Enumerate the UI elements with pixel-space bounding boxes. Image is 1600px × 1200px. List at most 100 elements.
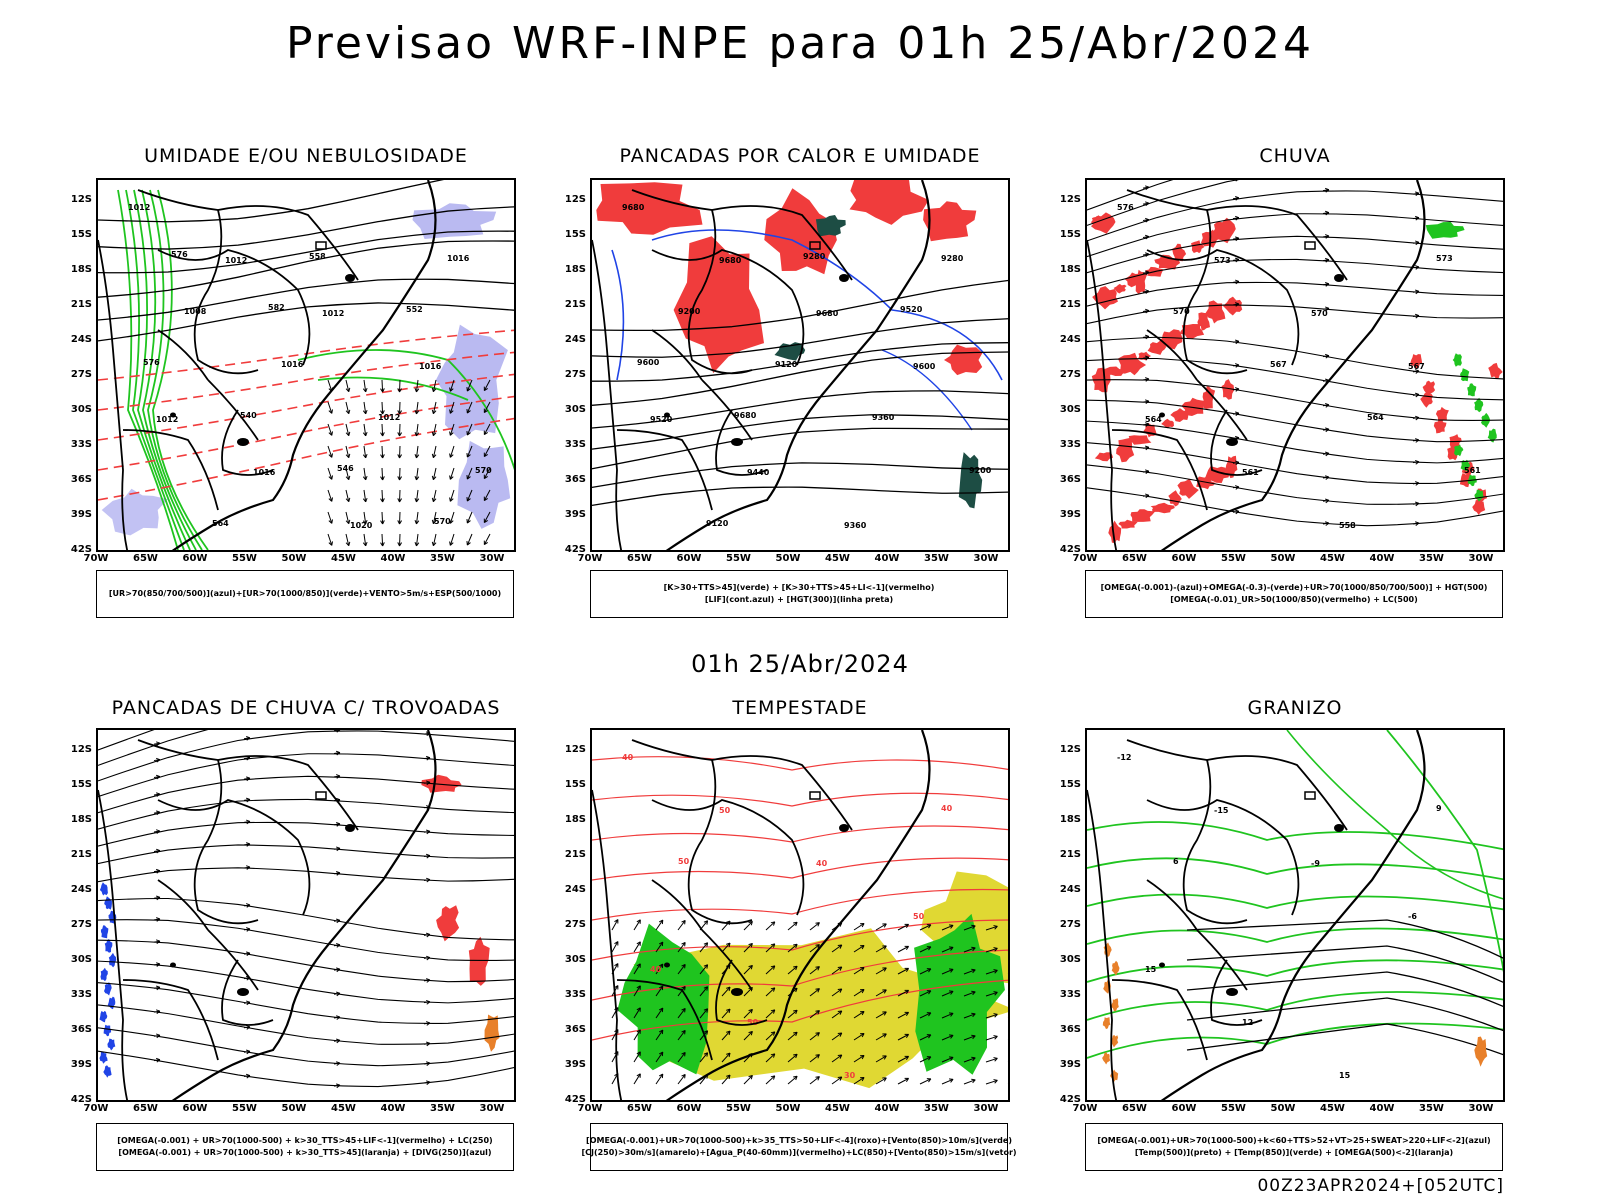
- legend-line: [OMEGA(-0.001) + UR>70(1000-500) + k>30_…: [118, 1148, 492, 1157]
- coastline: [171, 730, 437, 1100]
- wind-vector: [831, 1032, 843, 1041]
- y-tick-label: 33S: [70, 989, 92, 1000]
- wind-vector: [153, 757, 161, 763]
- y-tick-label: 27S: [564, 919, 586, 930]
- rain-green-area: [1474, 397, 1484, 413]
- x-tick-label: 40W: [874, 553, 900, 564]
- y-tick-label: 42S: [564, 544, 586, 555]
- wind-vector: [423, 1080, 431, 1085]
- lagoon-mark: [731, 988, 743, 996]
- wind-vector: [743, 1030, 753, 1041]
- wind-vector: [1007, 995, 1008, 996]
- omega-orange-area: [1110, 1035, 1119, 1048]
- thickness-dashed-line: [98, 329, 514, 381]
- contour-line: [98, 230, 514, 274]
- wind-vector: [1232, 485, 1240, 490]
- contour-label: 9600: [637, 358, 660, 367]
- wind-vector: [1322, 403, 1330, 408]
- wind-vector: [853, 944, 865, 953]
- rain-red-area: [1138, 351, 1151, 361]
- wind-vector: [985, 969, 998, 975]
- wind-vector: [153, 741, 161, 747]
- thickness-dashed-line: [98, 395, 514, 471]
- legend-line: [Temp(500)](preto) + [Temp(850)](verde) …: [1134, 1148, 1454, 1157]
- temp850-green-contour: [1286, 730, 1503, 900]
- contour-line: [592, 427, 1008, 470]
- wind-vector: [1007, 1017, 1008, 1018]
- wind-vector: [153, 895, 161, 901]
- y-tick-label: 15S: [1059, 229, 1081, 240]
- wind-vector: [1142, 201, 1150, 207]
- x-tick-label: 65W: [1122, 553, 1147, 564]
- map-canvas: 40 50 40 50 40 50 30 40 50: [592, 730, 1008, 1100]
- wind-vector: [919, 924, 932, 931]
- wind-vector: [327, 423, 333, 436]
- wind-vector: [1322, 210, 1330, 216]
- rain-green-area: [1460, 459, 1471, 472]
- wind-vector: [809, 1076, 820, 1085]
- wind-vector: [721, 1052, 731, 1063]
- contour-label: -6: [1408, 912, 1417, 921]
- omega-orange-area: [1111, 998, 1119, 1012]
- wind-vector: [963, 1056, 976, 1063]
- divergence-blue-area: [104, 939, 113, 953]
- country-border: [221, 409, 274, 476]
- rain-red-area: [1179, 324, 1205, 339]
- x-tick-label: 70W: [1072, 1103, 1098, 1114]
- wind-vector: [941, 1034, 954, 1041]
- wind-vector: [414, 379, 420, 393]
- coastline: [171, 180, 437, 550]
- y-tick-label: 39S: [1059, 1059, 1081, 1070]
- wind-vector: [153, 868, 161, 874]
- x-tick-label: 55W: [726, 553, 751, 564]
- x-tick-label: 65W: [627, 553, 652, 564]
- wind-vector: [655, 941, 664, 953]
- streamline: [98, 867, 514, 883]
- wind-vector: [963, 1034, 976, 1041]
- wind-vector: [787, 1053, 798, 1063]
- country-border: [616, 979, 713, 1061]
- y-tick-label: 21S: [70, 299, 92, 310]
- contour-label: 9200: [969, 466, 992, 475]
- wind-vector: [831, 1010, 843, 1019]
- wind-vector: [1142, 252, 1150, 257]
- forecast-map: 1012 1012 1012 1016 1012 1016 1020 1016 1008 1016…: [96, 178, 516, 552]
- divergence-blue-area: [103, 1065, 112, 1078]
- legend-box: [OMEGA(-0.001)+UR>70(1000-500)+k>35_TTS>…: [581, 1123, 1017, 1171]
- divergence-blue-area: [99, 882, 108, 896]
- y-tick-label: 27S: [70, 919, 92, 930]
- streamline: [98, 1004, 514, 1045]
- streamline: [1087, 379, 1503, 422]
- wind-vector: [466, 445, 473, 458]
- wind-vector: [466, 511, 473, 524]
- wind-vector: [919, 968, 932, 975]
- streamline: [98, 982, 514, 1024]
- country-border: [715, 409, 768, 476]
- country-border: [1126, 189, 1348, 281]
- rain-red-area: [1177, 478, 1199, 499]
- wind-vector: [1322, 257, 1330, 263]
- divergence-blue-area: [103, 1024, 112, 1037]
- y-tick-label: 15S: [70, 779, 92, 790]
- contour-label: 9280: [941, 254, 964, 263]
- x-tick-label: 45W: [1320, 553, 1345, 564]
- wind-vector: [1232, 257, 1240, 263]
- wind-vector: [897, 923, 910, 931]
- wind-vector: [1007, 1039, 1008, 1040]
- contour-label: 567: [1270, 360, 1287, 369]
- legend-line: [K>30+TTS>45](verde) + [K>30+TTS>45+LI<-…: [663, 583, 935, 592]
- contour-label: 570: [434, 517, 451, 526]
- wind-vector: [153, 917, 161, 922]
- wind-vector: [423, 877, 431, 883]
- wind-vector: [345, 511, 351, 525]
- wind-vector: [1232, 196, 1240, 201]
- divergence-blue-area: [104, 896, 112, 910]
- country-border: [193, 209, 259, 375]
- panel-title: PANCADAS DE CHUVA C/ TROVOADAS: [111, 697, 501, 719]
- humidity-green-contour: [125, 189, 185, 550]
- heat-shower-red-area: [849, 180, 929, 225]
- wind-vector: [362, 511, 368, 525]
- x-tick-label: 50W: [281, 553, 307, 564]
- streamline: [98, 1027, 514, 1067]
- district-marker: [809, 241, 821, 250]
